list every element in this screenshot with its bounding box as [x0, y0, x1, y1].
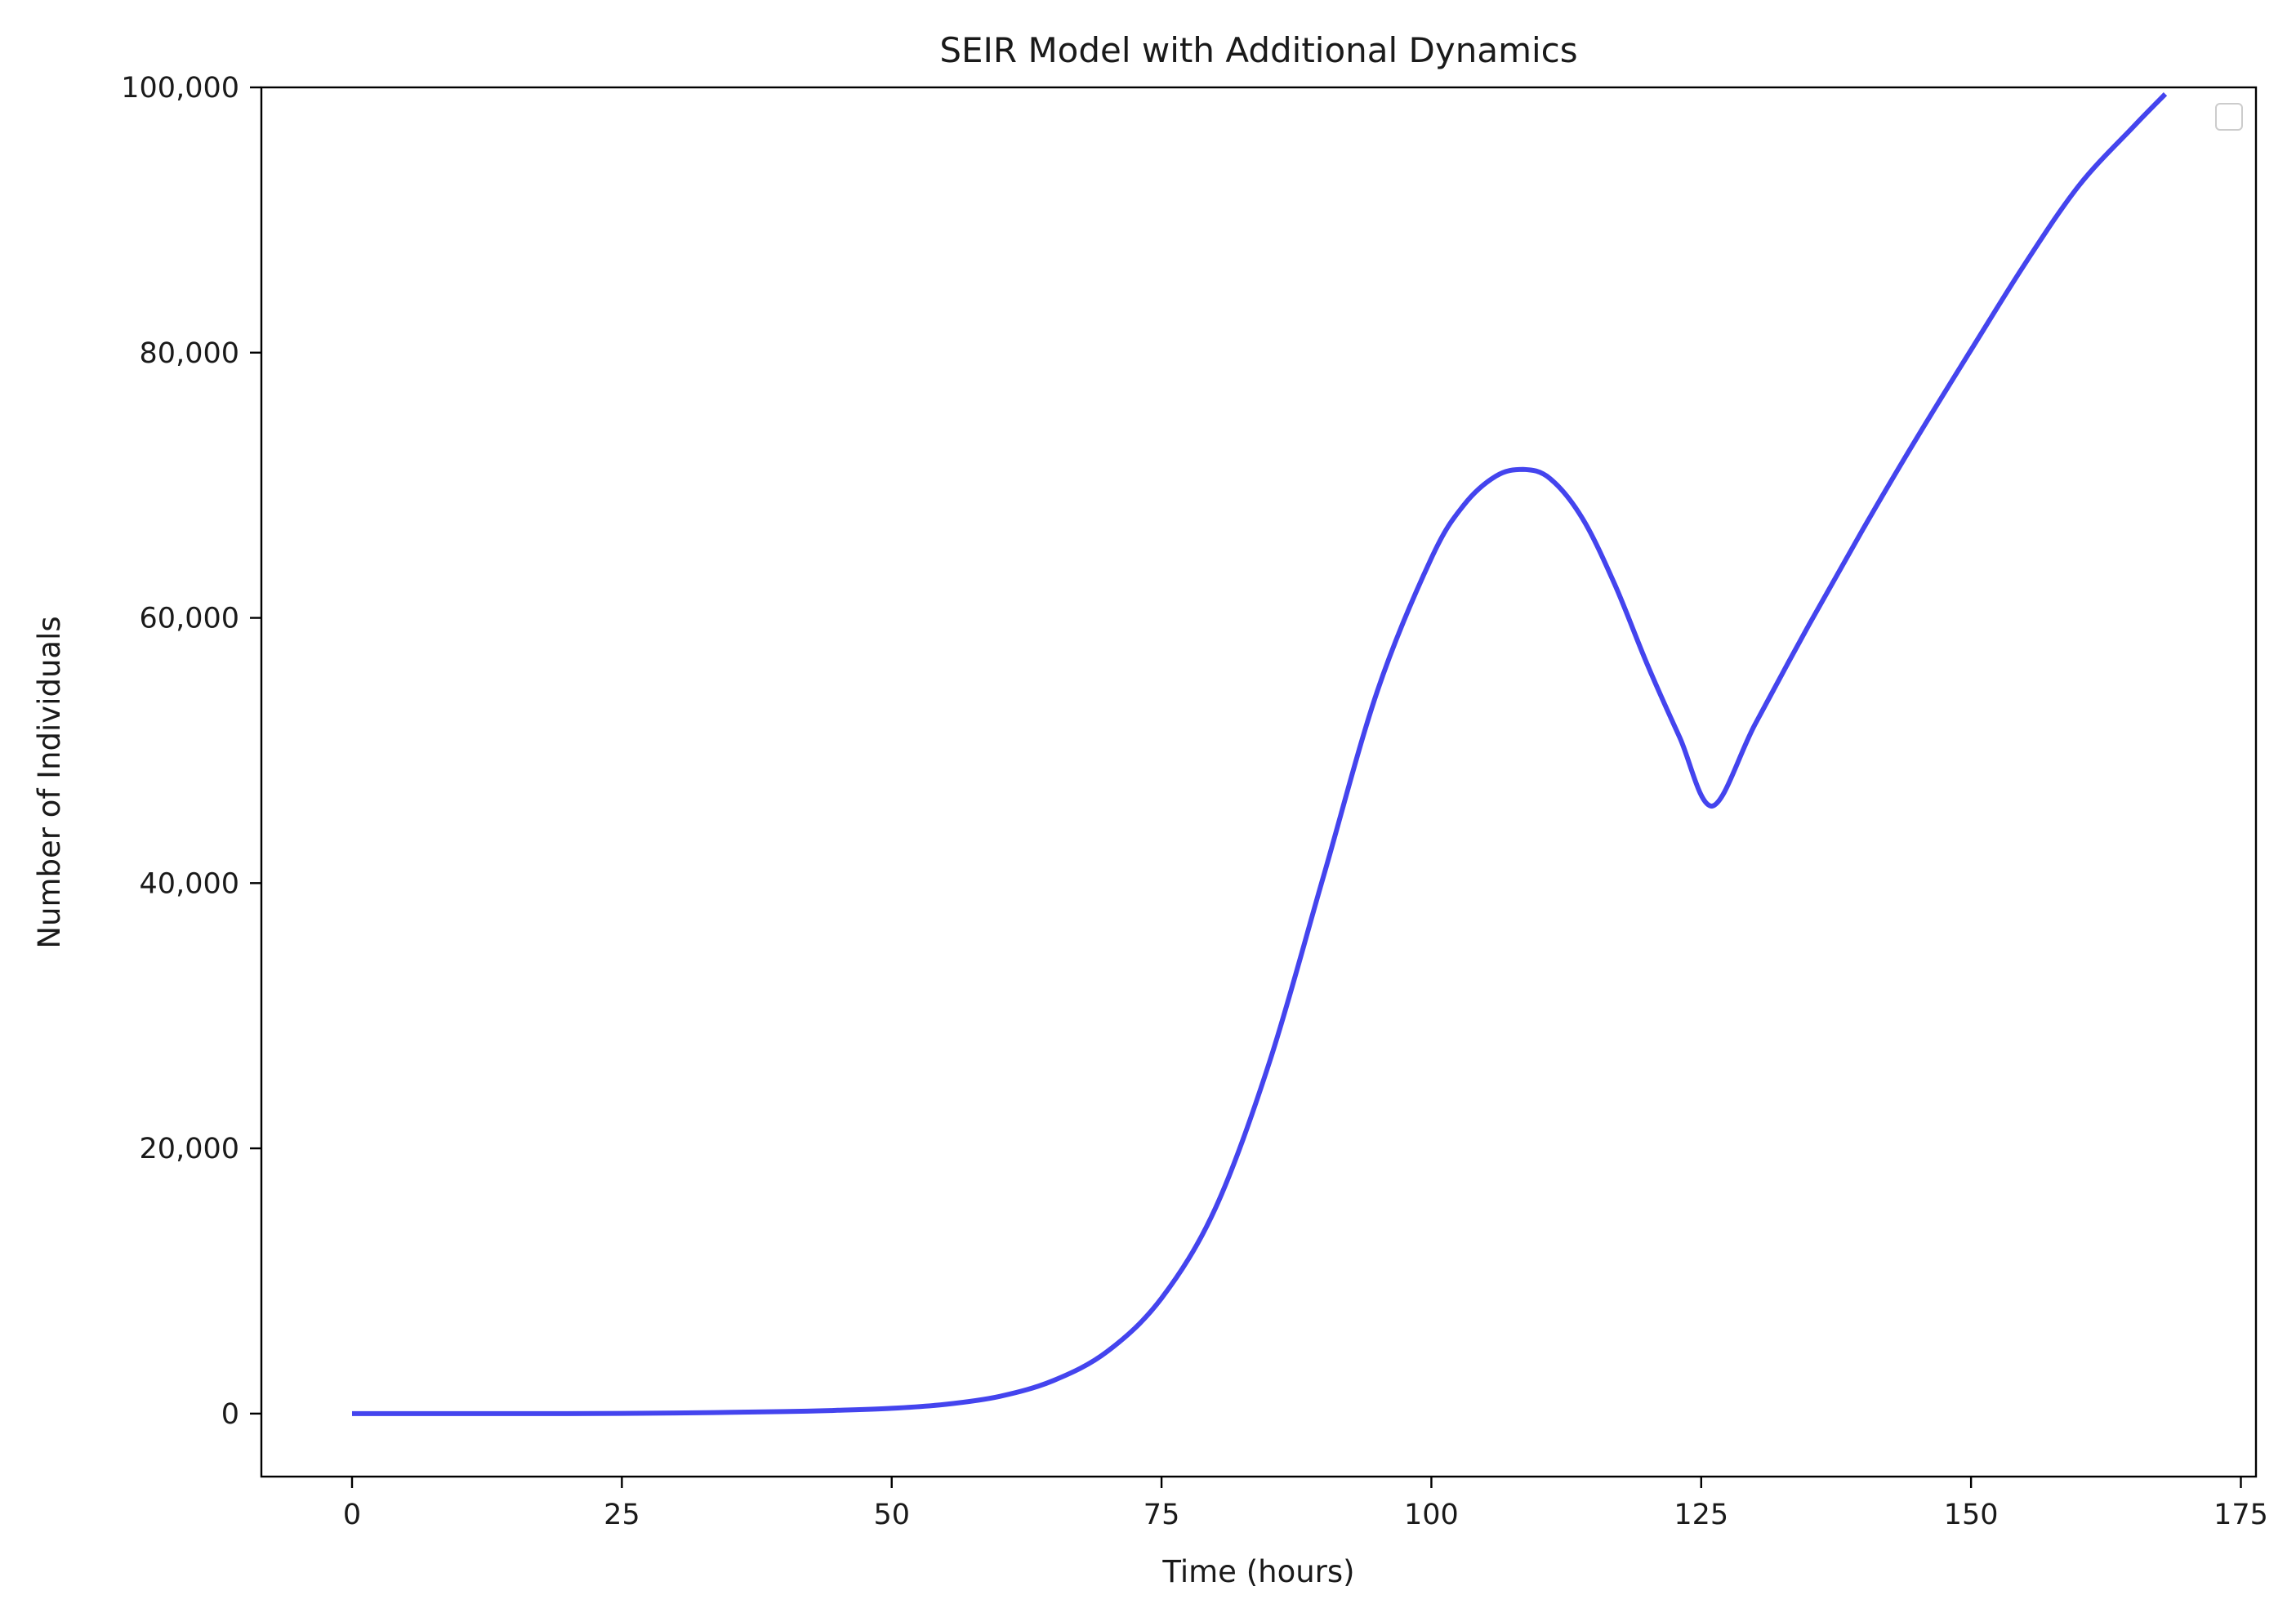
y-tick-label: 40,000	[140, 867, 239, 900]
x-tick-label: 150	[1944, 1499, 1999, 1531]
x-tick-label: 0	[343, 1499, 361, 1531]
x-tick-label: 125	[1674, 1499, 1728, 1531]
legend-box	[2215, 103, 2243, 131]
x-axis-ticks: 0 25 50 75 100 125 150 175	[343, 1477, 2268, 1531]
x-tick-label: 100	[1404, 1499, 1459, 1531]
series-line	[352, 92, 2168, 1416]
y-axis-ticks: 0 20,000 40,000 60,000 80,000 100,000	[121, 72, 261, 1431]
y-axis-label: Number of Individuals	[32, 616, 67, 948]
x-tick-label: 25	[604, 1499, 640, 1531]
y-tick-label: 0	[221, 1398, 239, 1431]
x-tick-label: 175	[2214, 1499, 2268, 1531]
x-axis-label: Time (hours)	[1161, 1554, 1354, 1589]
chart-title: SEIR Model with Additional Dynamics	[939, 30, 1577, 70]
x-tick-label: 75	[1144, 1499, 1180, 1531]
series-layer	[352, 92, 2168, 1416]
y-tick-label: 80,000	[140, 337, 239, 370]
y-tick-label: 20,000	[140, 1133, 239, 1165]
y-tick-label: 100,000	[121, 72, 239, 105]
y-tick-label: 60,000	[140, 603, 239, 635]
plot-frame	[260, 86, 2258, 1478]
x-tick-label: 50	[873, 1499, 910, 1531]
